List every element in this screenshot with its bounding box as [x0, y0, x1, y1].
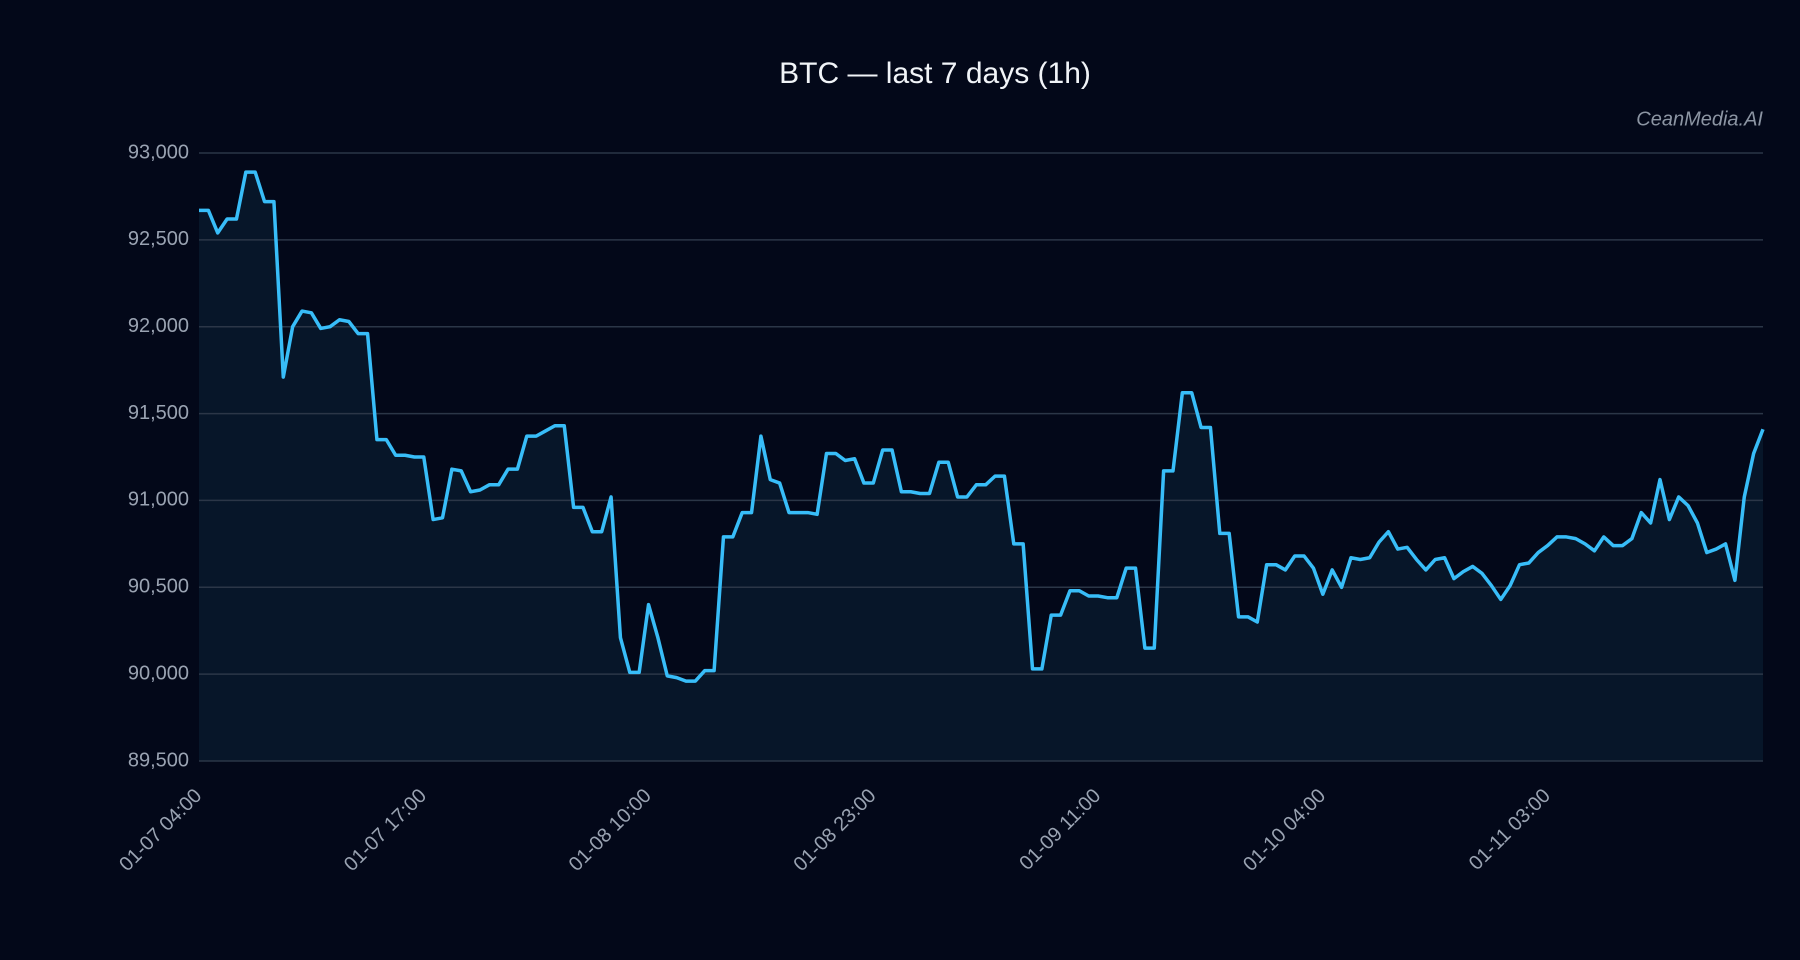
- watermark: CeanMedia.AI: [1636, 108, 1763, 130]
- x-tick-label: 01-07 04:00: [115, 785, 206, 876]
- y-tick-label: 89,500: [128, 749, 189, 771]
- x-tick-label: 01-09 11:00: [1015, 785, 1105, 875]
- y-tick-label: 90,500: [128, 576, 189, 598]
- y-tick-label: 91,000: [128, 489, 189, 511]
- line: [199, 170, 1765, 683]
- y-tick-label: 90,000: [128, 662, 189, 684]
- y-tick-label: 92,500: [128, 228, 189, 250]
- y-tick-label: 92,000: [128, 315, 189, 337]
- area: [199, 172, 1763, 762]
- x-tick-label: 01-11 03:00: [1465, 785, 1555, 875]
- x-tick-label: 01-08 23:00: [790, 785, 881, 876]
- y-tick-label: 91,500: [128, 402, 189, 424]
- y-tick-label: 93,000: [128, 141, 189, 163]
- x-tick-label: 01-08 10:00: [565, 785, 656, 876]
- x-tick-label: 01-07 17:00: [340, 785, 431, 876]
- x-tick-label: 01-10 04:00: [1239, 785, 1330, 876]
- chart-title: BTC — last 7 days (1h): [779, 57, 1091, 90]
